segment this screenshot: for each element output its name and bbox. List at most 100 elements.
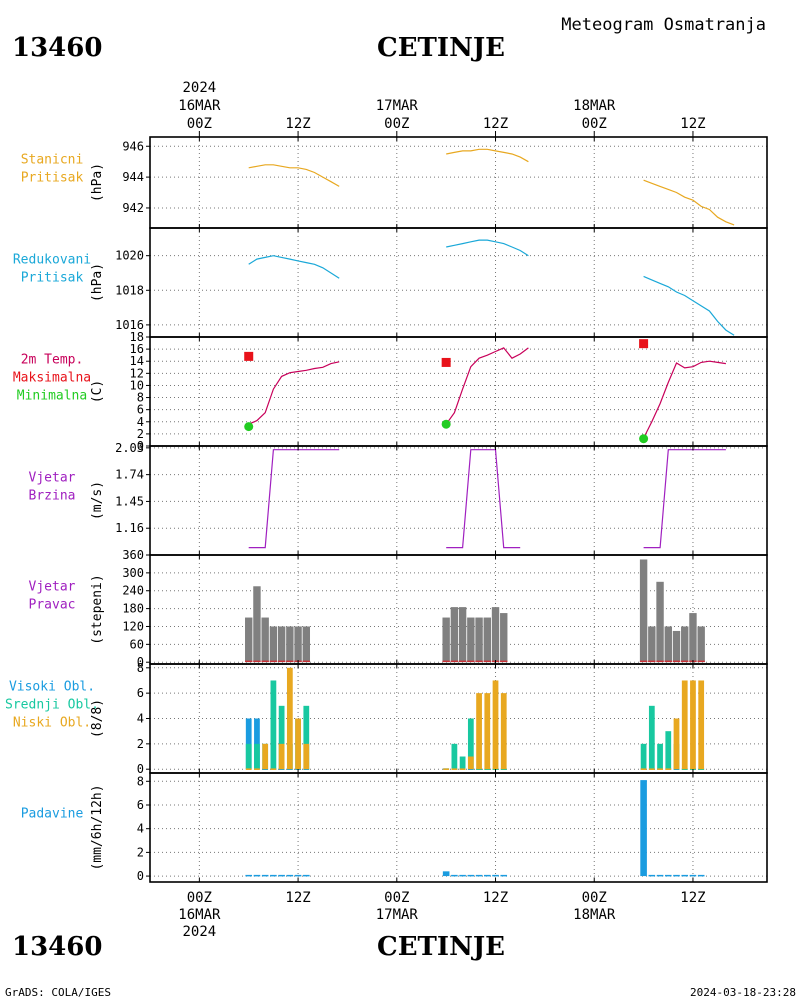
- y-tick-label: 6: [137, 686, 144, 700]
- data-bar: [475, 617, 483, 663]
- data-bar: [640, 780, 647, 877]
- timestamp-text: 2024-03-18-23:28: [690, 986, 796, 999]
- data-bar: [442, 617, 450, 663]
- y-tick-label: 1016: [115, 318, 144, 332]
- cloud-bar-low: [681, 680, 688, 770]
- bottom-date-label: 17MAR: [376, 907, 419, 923]
- product-title: Meteogram Osmatranja: [561, 15, 766, 35]
- cloud-bar-low: [459, 768, 466, 770]
- panel-frame: [149, 136, 768, 229]
- unit-label: (8/8): [90, 699, 105, 738]
- station-id-bottom: 13460: [12, 932, 102, 962]
- cloud-bar-low: [286, 667, 293, 770]
- cloud-bar-low: [467, 756, 474, 770]
- y-tick-label: 1020: [115, 249, 144, 263]
- y-tick-label: 0: [137, 439, 144, 453]
- tmax-marker: [639, 339, 649, 349]
- cloud-bar-low: [278, 743, 285, 770]
- y-tick-label: 1.45: [115, 494, 144, 508]
- cloud-bar-mid: [657, 743, 663, 770]
- series-line: [248, 449, 340, 549]
- data-bar: [689, 874, 697, 877]
- data-bar: [458, 607, 467, 663]
- data-bar: [270, 874, 277, 877]
- station-id-top: 13460: [12, 33, 102, 63]
- data-bar: [681, 626, 689, 663]
- y-tick-label: 944: [122, 170, 144, 184]
- cloud-bar-low: [500, 693, 507, 770]
- cloud-bar-low: [245, 768, 252, 770]
- data-bar: [689, 613, 697, 663]
- cloud-bar-low: [484, 693, 491, 770]
- y-tick-label: 0: [137, 869, 144, 883]
- y-tick-label: 1.16: [115, 521, 144, 535]
- panel-label: Brzina: [29, 489, 76, 504]
- bottom-hour-label: 00Z: [187, 890, 212, 906]
- data-bar: [483, 617, 491, 663]
- panel-label: Vjetar: [29, 471, 76, 486]
- plot-area: [245, 780, 705, 877]
- y-tick-label: 18: [130, 330, 144, 344]
- y-tick-label: 120: [122, 619, 144, 633]
- cloud-bar-low: [451, 768, 458, 770]
- y-tick-label: 14: [130, 354, 144, 368]
- data-bar: [697, 874, 705, 877]
- series-line: [446, 239, 529, 257]
- top-time-axis: 00Z 12Z 00Z 12Z 00Z 12Z 16MAR 17MAR 18MAR 2024: [178, 80, 706, 137]
- cloud-bar-mid: [254, 743, 260, 770]
- data-bar: [245, 617, 253, 663]
- data-bar: [697, 626, 705, 663]
- panel-frame: [149, 445, 768, 556]
- top-date-label: 16MAR: [178, 98, 221, 114]
- cloud-bar-mid: [278, 705, 285, 770]
- data-bar: [467, 874, 475, 877]
- y-tick-label: 2.03: [115, 441, 144, 455]
- top-hour-label: 12Z: [285, 116, 310, 132]
- panel-frame: [149, 772, 768, 883]
- y-tick-label: 946: [122, 139, 144, 153]
- data-bar: [277, 626, 286, 663]
- cloud-bar-low: [640, 768, 647, 770]
- y-tick-label: 6: [137, 403, 144, 417]
- series-line: [248, 164, 340, 187]
- y-tick-label: 2: [137, 737, 144, 751]
- unit-label: (mm/6h/12h): [90, 784, 105, 870]
- bottom-hour-label: 12Z: [285, 890, 310, 906]
- precipitation-panel: 0 2 4 6 8 Padavine (mm/6h/12h): [21, 772, 768, 883]
- data-bar: [648, 874, 656, 877]
- data-bar: [681, 874, 689, 877]
- cloud-bar-low: [262, 743, 269, 770]
- y-tick-label: 360: [122, 548, 144, 562]
- data-bar: [261, 874, 269, 877]
- top-hour-label: 12Z: [483, 116, 508, 132]
- plot-area: [248, 239, 735, 336]
- tmax-marker: [441, 357, 451, 367]
- cloud-bar-low: [690, 680, 696, 770]
- bottom-hour-label: 00Z: [582, 890, 607, 906]
- y-tick-label: 10: [130, 378, 144, 392]
- y-tick-label: 16: [130, 342, 144, 356]
- bottom-hour-label: 00Z: [384, 890, 409, 906]
- data-bar: [294, 626, 302, 663]
- unit-label: (stepeni): [90, 574, 105, 644]
- top-hour-label: 12Z: [680, 116, 705, 132]
- series-line: [446, 148, 529, 163]
- data-bar: [648, 626, 656, 663]
- tmax-marker: [244, 351, 254, 361]
- station-name-bottom: CETINJE: [377, 932, 505, 962]
- plot-area: [245, 667, 705, 770]
- bottom-hour-label: 12Z: [483, 890, 508, 906]
- y-tick-label: 8: [137, 661, 144, 675]
- wind-speed-panel: 1.16 1.45 1.74 2.03 Vjetar Brzina (m/s): [29, 441, 768, 556]
- data-bar: [500, 613, 508, 663]
- bottom-date-label: 16MAR: [178, 907, 221, 923]
- panel-label: Srednji Obl.: [5, 698, 99, 713]
- credit-text: GrADS: COLA/IGES: [5, 986, 111, 999]
- top-date-label: 18MAR: [573, 98, 616, 114]
- unit-label: (C): [90, 380, 105, 403]
- y-tick-label: 8: [137, 391, 144, 405]
- panel-label: Pritisak: [21, 271, 84, 286]
- data-bar: [286, 874, 294, 877]
- data-bar: [475, 874, 483, 877]
